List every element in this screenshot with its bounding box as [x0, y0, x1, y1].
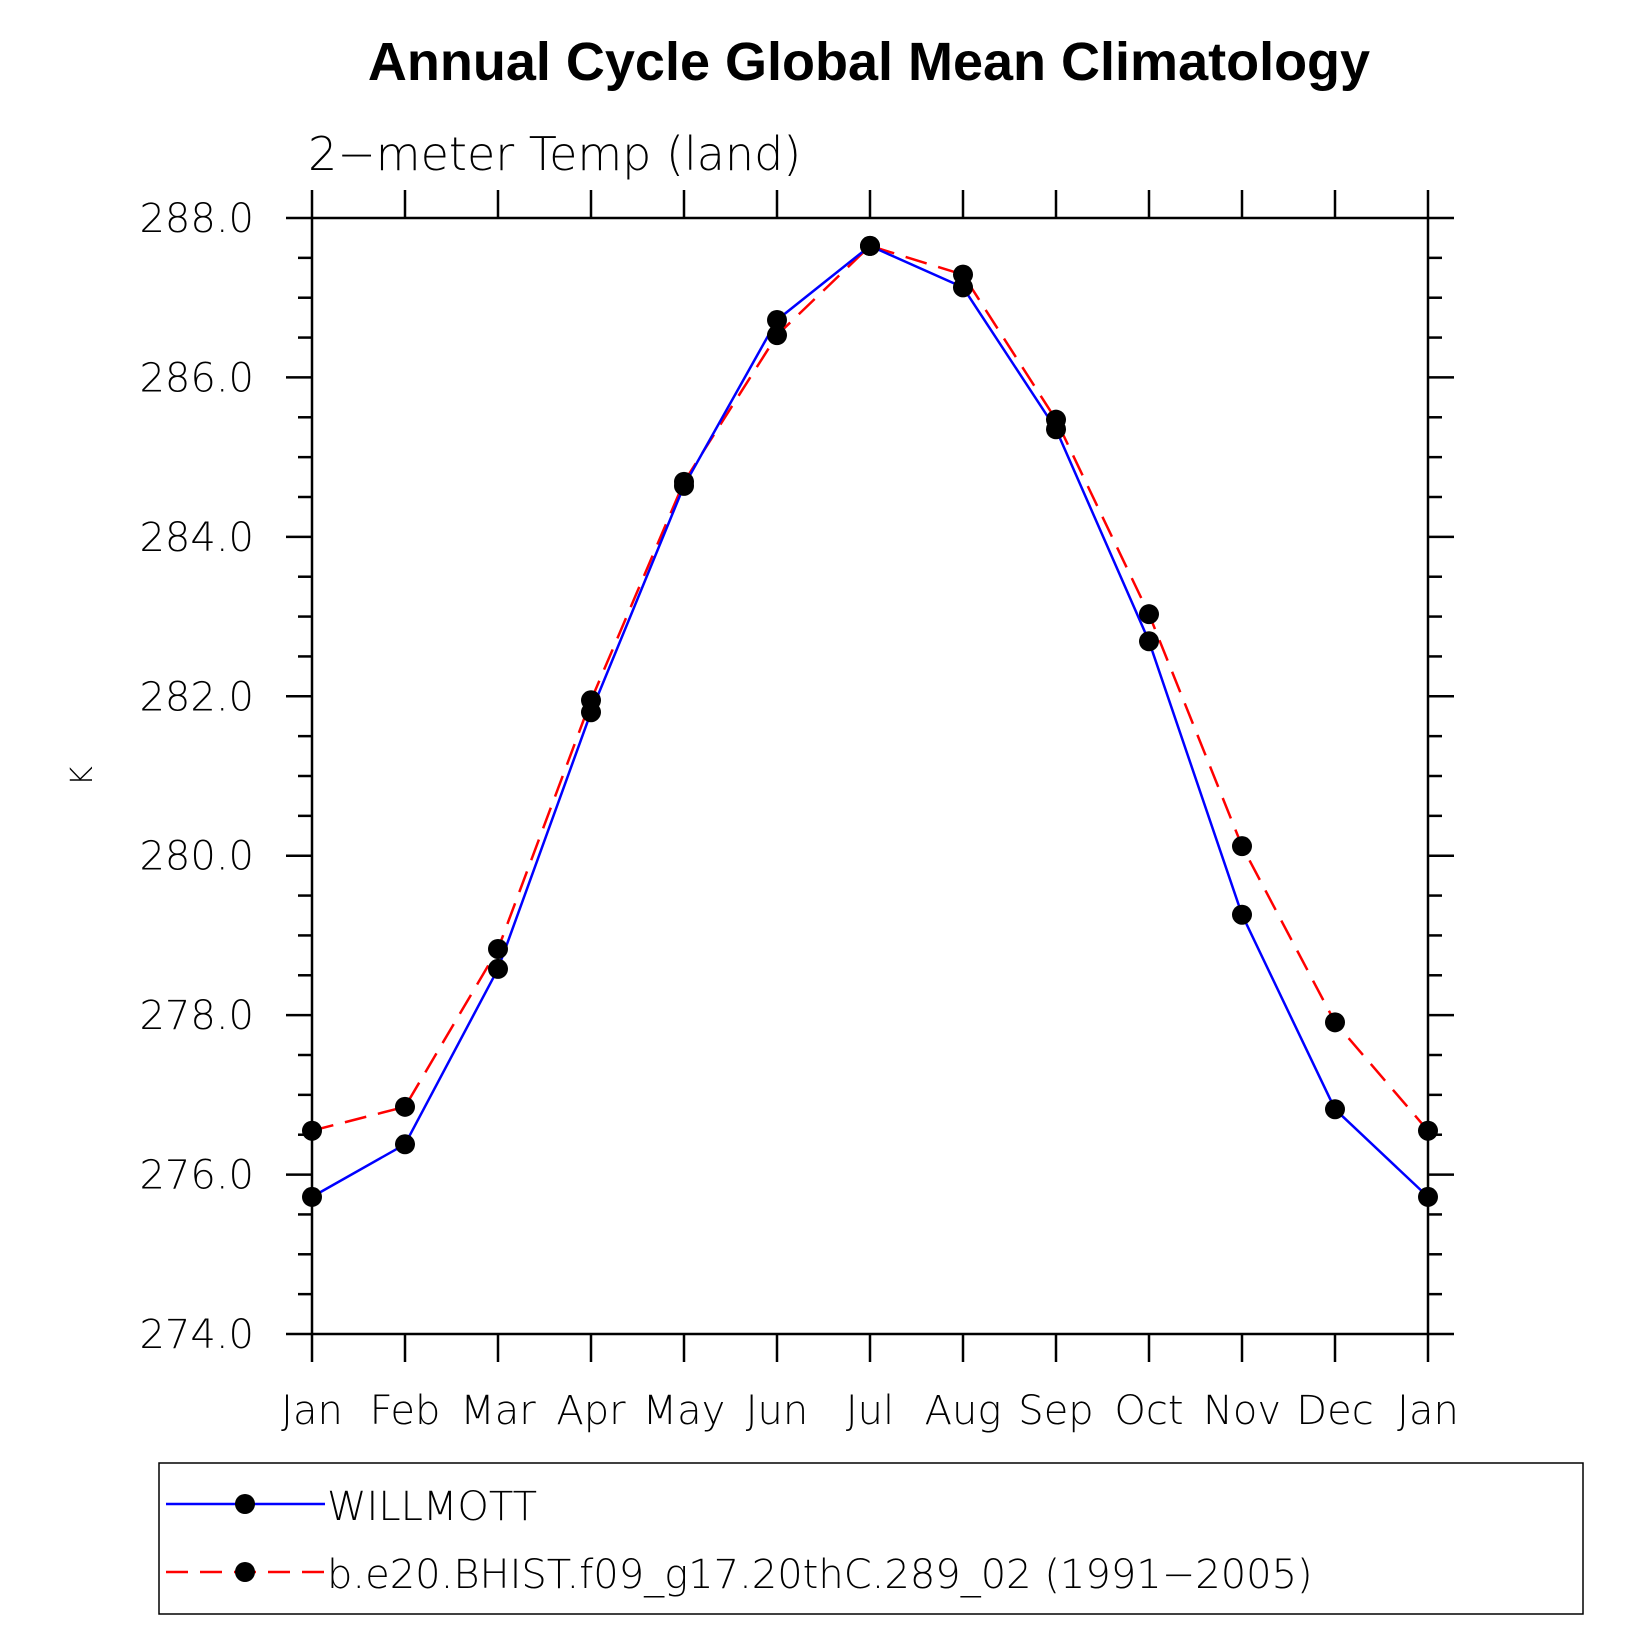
- legend-marker-willmott: [235, 1494, 255, 1514]
- data-point-model: [860, 235, 880, 256]
- chart-title: Annual Cycle Global Mean Climatology: [368, 32, 1370, 92]
- y-tick-label: 280.0: [139, 834, 254, 880]
- y-axis-label: K: [65, 766, 100, 786]
- legend-entry-willmott: WILLMOTT: [166, 1484, 537, 1530]
- series-lines: [311, 244, 1429, 1198]
- data-point-willmott: [1418, 1186, 1438, 1207]
- x-tick-label: Nov: [1203, 1388, 1281, 1434]
- data-point-model: [674, 471, 694, 492]
- legend-marker-model: [235, 1562, 255, 1582]
- data-point-model: [488, 938, 508, 959]
- x-tick-label: Oct: [1114, 1388, 1183, 1434]
- data-point-model: [581, 690, 601, 711]
- series-line-model: [311, 244, 1429, 1132]
- y-tick-label: 288.0: [139, 196, 254, 242]
- x-tick-label: Sep: [1018, 1388, 1093, 1434]
- data-point-model: [1139, 604, 1159, 625]
- y-axis: 274.0 276.0 278.0 280.0 282.0 284.0 286.0 288.0: [139, 196, 1454, 1358]
- data-point-willmott: [1325, 1099, 1345, 1120]
- y-tick-label: 274.0: [139, 1312, 254, 1358]
- x-tick-label: Aug: [925, 1388, 1002, 1434]
- x-tick-label: Jan: [281, 1388, 343, 1434]
- x-axis: Jan Feb Mar Apr May Jun Jul Aug Sep Oct Nov Dec Jan: [281, 190, 1459, 1434]
- data-point-model: [1418, 1120, 1438, 1141]
- data-point-model: [395, 1096, 415, 1117]
- data-point-willmott: [302, 1186, 322, 1207]
- x-tick-label: Jan: [1397, 1388, 1459, 1434]
- x-tick-label: Jun: [746, 1388, 809, 1434]
- x-tick-label: May: [643, 1388, 726, 1434]
- data-point-willmott: [488, 958, 508, 979]
- x-tick-label: Mar: [460, 1388, 536, 1434]
- x-tick-label: Apr: [556, 1388, 626, 1434]
- y-tick-label: 286.0: [139, 355, 254, 401]
- legend-label-willmott: WILLMOTT: [327, 1484, 537, 1530]
- plot-frame: [310, 216, 1430, 1336]
- x-tick-label: Dec: [1296, 1388, 1373, 1434]
- y-tick-label: 276.0: [139, 1153, 254, 1199]
- data-point-model: [1325, 1012, 1345, 1033]
- y-tick-label: 282.0: [139, 674, 254, 720]
- series-line-willmott: [311, 244, 1429, 1198]
- x-tick-label: Feb: [370, 1388, 441, 1434]
- y-tick-label: 278.0: [139, 993, 254, 1039]
- legend-box: [158, 1462, 1584, 1615]
- data-point-willmott: [767, 310, 787, 331]
- data-point-model: [302, 1120, 322, 1141]
- legend-entry-model: b.e20.BHIST.f09_g17.20thC.289_02 (1991−2…: [166, 1552, 1313, 1598]
- series-points: [302, 235, 1438, 1207]
- y-tick-label: 284.0: [139, 515, 254, 561]
- data-point-model: [1046, 409, 1066, 430]
- data-point-willmott: [1139, 631, 1159, 652]
- x-tick-label: Jul: [846, 1388, 894, 1434]
- data-point-willmott: [395, 1134, 415, 1155]
- data-point-model: [953, 264, 973, 285]
- data-point-willmott: [1232, 904, 1252, 925]
- legend-label-model: b.e20.BHIST.f09_g17.20thC.289_02 (1991−2…: [327, 1552, 1313, 1598]
- data-point-model: [1232, 836, 1252, 857]
- data-point-model: [767, 325, 787, 346]
- chart-subtitle: 2−meter Temp (land): [308, 127, 801, 181]
